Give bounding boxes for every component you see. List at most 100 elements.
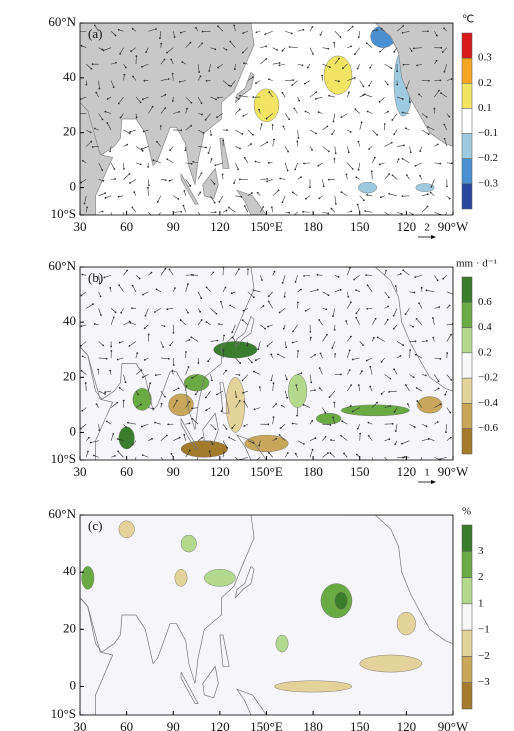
wind-vector <box>153 159 161 164</box>
wind-vector <box>315 96 323 100</box>
wind-vector <box>355 317 361 326</box>
wind-vector <box>197 43 203 48</box>
wind-vector <box>148 179 150 186</box>
wind-vector <box>192 407 199 409</box>
wind-vector-head <box>355 176 358 179</box>
wind-vector <box>384 173 390 180</box>
wind-vector-head <box>281 201 284 204</box>
wind-vector <box>254 407 261 410</box>
wind-vector-head <box>119 116 122 119</box>
y-tick-label: 20 <box>63 124 76 139</box>
wind-vector <box>266 179 273 182</box>
wind-vector <box>322 334 328 342</box>
wind-vector <box>217 26 224 32</box>
wind-vector-head <box>325 308 328 311</box>
wind-vector-head <box>365 42 368 45</box>
wind-vector-head <box>257 348 260 351</box>
wind-vector <box>90 440 99 443</box>
wind-vector <box>98 162 103 171</box>
wind-vector-head <box>222 139 225 142</box>
wind-vector-head <box>101 169 104 171</box>
wind-vector-head <box>374 156 376 159</box>
shaded-anomaly <box>334 591 348 610</box>
wind-vector <box>409 349 411 359</box>
wind-vector-head <box>393 410 396 413</box>
wind-vector-head <box>426 205 429 208</box>
wind-vector-head <box>140 425 143 428</box>
wind-vector <box>304 162 311 164</box>
wind-vector-head <box>153 311 156 313</box>
wind-vector-head <box>110 345 113 348</box>
wind-vector <box>421 129 429 135</box>
wind-vector-head <box>237 268 240 271</box>
wind-vector-head <box>214 211 217 214</box>
wind-vector <box>173 111 180 114</box>
wind-vector-head <box>81 355 84 358</box>
wind-vector <box>209 451 211 458</box>
wind-vector-head <box>389 377 392 380</box>
wind-vector-head <box>109 150 112 153</box>
shaded-anomaly <box>174 569 188 587</box>
wind-vector <box>421 206 428 213</box>
wind-vector-head <box>415 317 418 320</box>
wind-vector <box>269 91 273 98</box>
wind-vector <box>309 91 317 98</box>
wind-vector <box>167 159 174 164</box>
wind-vector-head <box>164 107 167 110</box>
wind-vector <box>80 96 87 100</box>
wind-vector <box>292 324 298 332</box>
wind-vector <box>172 73 174 81</box>
wind-vector <box>270 374 274 381</box>
wind-vector <box>384 142 392 147</box>
wind-vector-head <box>254 160 257 163</box>
wind-vector-head <box>242 114 245 117</box>
wind-vector <box>347 385 352 392</box>
wind-vector-head <box>324 435 327 438</box>
wind-vector-head <box>267 423 270 426</box>
x-tick-label: 30 <box>74 464 87 479</box>
coastline <box>344 267 453 392</box>
wind-vector-head <box>166 158 169 161</box>
wind-vector-head <box>402 344 404 346</box>
wind-vector-head <box>251 361 253 364</box>
wind-vector-head <box>396 83 399 86</box>
wind-vector-head <box>190 162 193 165</box>
wind-vector <box>231 324 236 333</box>
wind-vector <box>185 42 191 48</box>
y-tick-label: 40 <box>63 563 76 578</box>
y-tick-label: 0 <box>70 677 77 692</box>
wind-vector <box>347 336 352 342</box>
wind-vector-head <box>89 131 92 134</box>
wind-vector-head <box>114 178 116 180</box>
wind-vector-head <box>378 101 381 103</box>
wind-vector-head <box>390 67 393 70</box>
wind-vector-head <box>314 98 317 100</box>
coastline <box>180 172 199 205</box>
wind-vector-head <box>117 195 120 198</box>
wind-vector <box>135 457 137 460</box>
colorbar-tick-label: 0.6 <box>478 296 492 308</box>
wind-vector <box>294 108 298 114</box>
wind-vector <box>389 390 398 393</box>
wind-vector <box>285 30 292 34</box>
wind-vector-head <box>331 133 333 136</box>
wind-vector <box>167 308 174 310</box>
wind-vector-head <box>122 399 125 402</box>
wind-vector-head <box>401 111 404 114</box>
wind-vector <box>446 407 451 413</box>
wind-vector-head <box>264 33 267 36</box>
wind-vector <box>432 317 435 325</box>
wind-vector-head <box>412 325 414 328</box>
wind-vector-head <box>412 376 415 379</box>
wind-vector <box>292 80 298 86</box>
colorbar-tick-label: 1 <box>478 597 484 609</box>
wind-vector-head <box>101 118 104 121</box>
wind-vector <box>160 78 169 81</box>
coastline <box>202 412 219 444</box>
wind-vector-head <box>290 216 292 218</box>
wind-vector-head <box>241 319 244 322</box>
wind-vector <box>185 450 191 458</box>
wind-vector-head <box>239 147 241 150</box>
wind-vector-head <box>272 382 275 385</box>
wind-vector-head <box>258 108 261 111</box>
